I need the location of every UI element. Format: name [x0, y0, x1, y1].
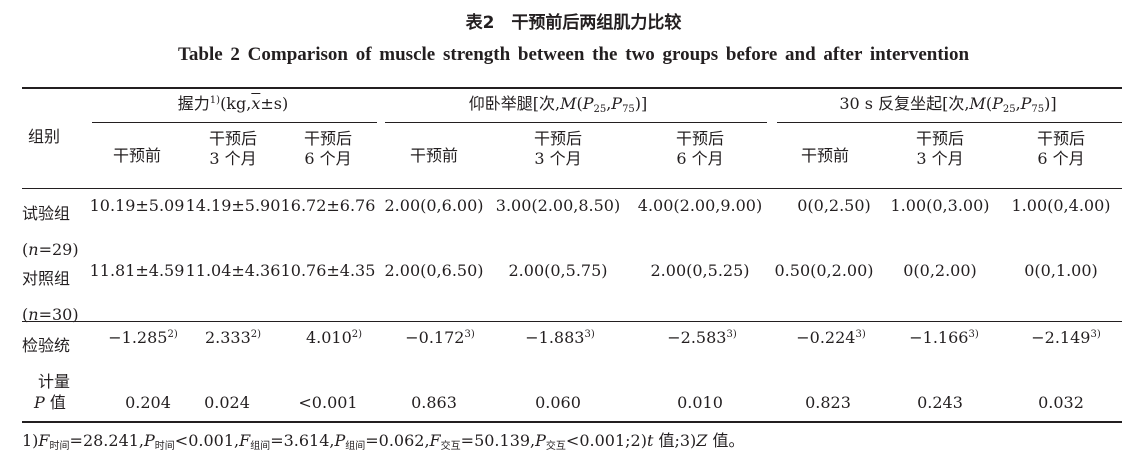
table-cell: 0.243 — [917, 393, 963, 412]
subheader-situp-after-6m: 干预后 6 个月 — [675, 129, 725, 168]
table-cell: 4.0102) — [305, 328, 363, 347]
table-cell: 11.81±4.59 — [89, 261, 185, 280]
table-cell: 16.72±6.76 — [280, 196, 376, 215]
row-label-statistic: 检验统 计量 — [22, 336, 71, 391]
table-cell: 2.00(0,6.00) — [384, 196, 484, 215]
subheader-sitstand-after-6m: 干预后 6 个月 — [1036, 129, 1086, 168]
table-cell: −1.1663) — [909, 328, 979, 347]
table-cell: −2.5833) — [667, 328, 737, 347]
table-cell: 1.00(0,3.00) — [890, 196, 990, 215]
table-cell: 11.04±4.36 — [185, 261, 281, 280]
table-cell: 0.50(0,2.00) — [774, 261, 874, 280]
table-footnote: 1)F时间=28.241,P时间<0.001,F组间=3.614,P组间=0.0… — [22, 431, 745, 452]
body-rule — [22, 321, 1122, 322]
top-rule — [22, 87, 1122, 89]
header-grip-strength: 握力1)(kg,x±s) — [177, 94, 289, 113]
row-label-experimental: 试验组 (n=29) — [22, 204, 79, 259]
table-cell: 2.00(0,6.50) — [384, 261, 484, 280]
header-rule — [22, 188, 1122, 189]
table-cell: 0.032 — [1038, 393, 1084, 412]
table-cell: −1.8833) — [525, 328, 595, 347]
subheader-grip-before: 干预前 — [112, 146, 162, 165]
subheader-grip-after-6m: 干预后 6 个月 — [303, 129, 353, 168]
table-cell: 10.19±5.09 — [89, 196, 185, 215]
row-label-control: 对照组 (n=30) — [22, 269, 79, 324]
table-title-chinese: 表2 干预前后两组肌力比较 — [465, 13, 682, 33]
table-cell: 0.863 — [411, 393, 457, 412]
subheader-grip-after-3m: 干预后 3 个月 — [208, 129, 258, 168]
table-cell: 0(0,2.50) — [797, 196, 871, 215]
table-cell: −0.1723) — [405, 328, 475, 347]
table-cell: 0(0,1.00) — [1024, 261, 1098, 280]
table-cell: −1.2852) — [108, 328, 178, 347]
situp-span-rule — [385, 122, 767, 123]
table-cell: −0.2243) — [796, 328, 866, 347]
subheader-sitstand-after-3m: 干预后 3 个月 — [915, 129, 965, 168]
row-label-p-value: P 值 — [34, 393, 66, 412]
table-cell: 4.00(2.00,9.00) — [637, 196, 763, 215]
table-cell: 10.76±4.35 — [280, 261, 376, 280]
table-cell: <0.001 — [298, 393, 358, 412]
header-group: 组别 — [28, 127, 61, 146]
header-leg-raise: 仰卧举腿[次,M(P25,P75)] — [468, 94, 648, 115]
sitstand-span-rule — [777, 122, 1122, 123]
table-cell: 2.3332) — [204, 328, 262, 347]
subheader-situp-before: 干预前 — [409, 146, 459, 165]
bottom-rule — [22, 421, 1122, 423]
table-cell: 3.00(2.00,8.50) — [495, 196, 621, 215]
subheader-sitstand-before: 干预前 — [800, 146, 850, 165]
subheader-situp-after-3m: 干预后 3 个月 — [533, 129, 583, 168]
grip-span-rule — [92, 122, 377, 123]
header-sit-to-stand: 30 s 反复坐起[次,M(P25,P75)] — [839, 94, 1057, 115]
table-cell: 0(0,2.00) — [903, 261, 977, 280]
table-title-english: Table 2 Comparison of muscle strength be… — [177, 44, 970, 65]
table-cell: 14.19±5.90 — [185, 196, 281, 215]
table-cell: 1.00(0,4.00) — [1011, 196, 1111, 215]
table-cell: 0.204 — [125, 393, 171, 412]
table-cell: −2.1493) — [1031, 328, 1101, 347]
table-cell: 0.823 — [805, 393, 851, 412]
table-cell: 2.00(0,5.25) — [650, 261, 750, 280]
table-cell: 0.010 — [677, 393, 723, 412]
table-cell: 0.060 — [535, 393, 581, 412]
x-bar-symbol: x — [251, 94, 261, 113]
table-cell: 2.00(0,5.75) — [508, 261, 608, 280]
table-cell: 0.024 — [204, 393, 250, 412]
